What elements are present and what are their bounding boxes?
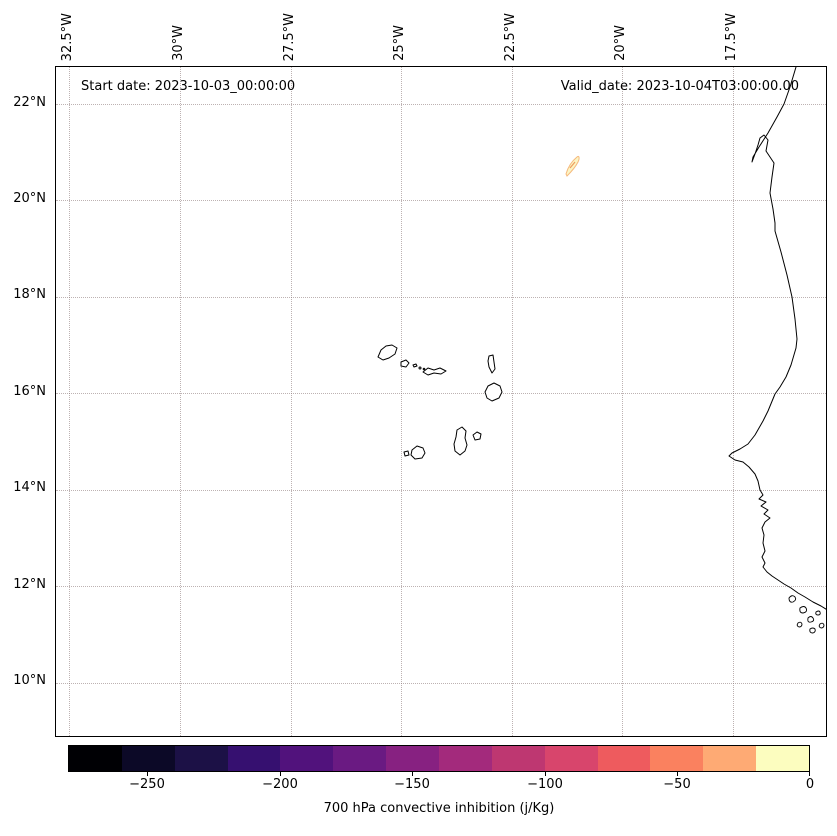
cape-verde-islands [377,344,503,460]
colorbar-tick-label: −50 [663,777,691,792]
gridline-vertical [291,67,292,736]
gridline-horizontal [56,586,826,587]
colorbar-segment [439,746,492,771]
colorbar-segment [597,746,651,771]
islet-dot [418,366,422,370]
colorbar-segment [386,746,440,771]
colorbar-tick [677,772,678,776]
colorbar-tick [412,772,413,776]
y-tick-label: 16°N [13,384,46,399]
island-santa-luzia [412,363,418,368]
gridline-vertical [512,67,513,736]
x-tick-label: 32.5°W [60,12,75,61]
island-sao-nicolau [422,367,447,376]
colorbar-segment [703,746,757,771]
gridline-horizontal [56,104,826,105]
x-tick-label: 17.5°W [724,12,739,61]
colorbar-tick [147,772,148,776]
gridline-horizontal [56,490,826,491]
islet-dot [422,367,426,371]
gridline-vertical [180,67,181,736]
colorbar-segment [174,746,228,771]
x-tick-label: 25°W [392,25,407,61]
coastline-layer [377,67,826,634]
gridline-horizontal [56,297,826,298]
x-tick-label: 27.5°W [282,12,297,61]
bijagos-islands [788,595,825,634]
colorbar-segment [650,746,704,771]
x-axis: 32.5°W 30°W 27.5°W 25°W 22.5°W 20°W 17.5… [0,0,837,64]
gridline-vertical [401,67,402,736]
colorbar-segment [333,746,387,771]
colorbar-segment [227,746,281,771]
cin-contour-patch [565,155,580,177]
colorbar-tick-label: −250 [129,777,165,792]
colorbar-segment [121,746,175,771]
colorbar-segment [491,746,545,771]
colorbar-gradient [68,745,810,772]
valid-date-annotation: Valid_date: 2023-10-04T03:00:00.00 [560,79,799,94]
colorbar-tick-label: −100 [527,777,563,792]
colorbar-tick-label: −200 [262,777,298,792]
y-tick-label: 10°N [13,673,46,688]
colorbar-segment [69,746,122,771]
gridline-vertical [733,67,734,736]
gridline-vertical [69,67,70,736]
colorbar-segment [280,746,334,771]
gridline-vertical [622,67,623,736]
x-tick-label: 22.5°W [503,12,518,61]
colorbar-segment [544,746,598,771]
island-maio [472,431,482,441]
gridline-horizontal [56,683,826,684]
island-santiago [453,426,468,456]
gridline-horizontal [56,200,826,201]
island-sao-vicente [400,359,410,368]
island-fogo [410,445,426,460]
island-brava [403,450,410,457]
colorbar-segment [756,746,809,771]
colorbar-tick-label: 0 [805,777,815,792]
y-tick-label: 20°N [13,191,46,206]
colorbar-label: 700 hPa convective inhibition (j/Kg) [323,801,555,816]
colorbar-tick [545,772,546,776]
y-tick-label: 14°N [13,480,46,495]
x-tick-label: 30°W [171,25,186,61]
y-tick-label: 18°N [13,287,46,302]
y-tick-label: 12°N [13,577,46,592]
island-boa-vista [484,382,503,402]
colorbar-tick [809,772,810,776]
map-plot-area: Start date: 2023-10-03_00:00:00 Valid_da… [55,66,827,737]
island-sal [487,354,496,374]
gridline-horizontal [56,393,826,394]
y-tick-label: 22°N [13,95,46,110]
island-santo-antao [377,344,398,361]
start-date-annotation: Start date: 2023-10-03_00:00:00 [81,79,296,94]
colorbar-tick [280,772,281,776]
africa-coastline-path [728,67,826,610]
colorbar-tick-label: −150 [394,777,430,792]
x-tick-label: 20°W [613,25,628,61]
